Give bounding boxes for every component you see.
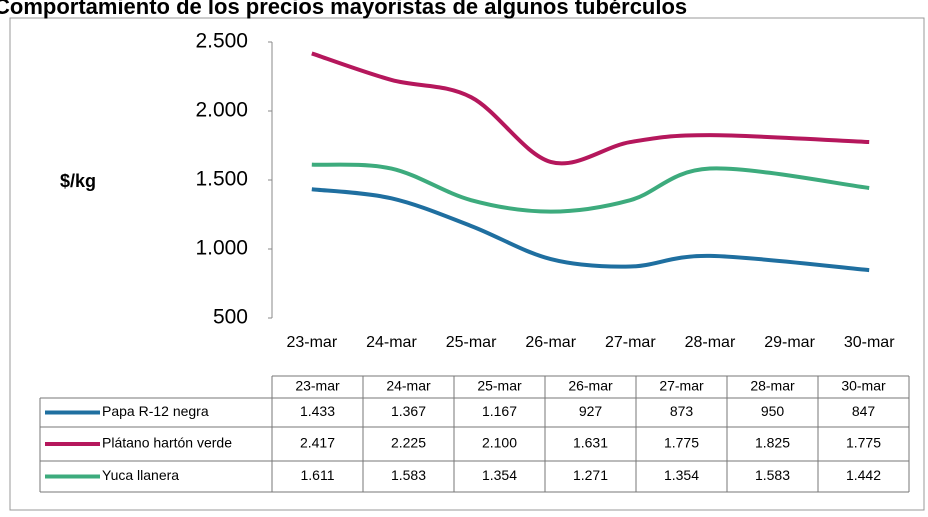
x-tick-label: 27-mar xyxy=(605,334,656,351)
table-value: 1.611 xyxy=(301,467,335,483)
x-tick-label: 28-mar xyxy=(685,334,736,351)
table-value: 2.100 xyxy=(482,435,517,451)
table-value: 1.775 xyxy=(664,435,699,451)
table-value: 2.225 xyxy=(391,435,426,451)
table-value: 950 xyxy=(761,403,785,419)
series-line xyxy=(311,162,870,214)
table-value: 1.354 xyxy=(482,467,517,483)
table-value: 1.367 xyxy=(391,403,426,419)
table-value: 1.631 xyxy=(573,435,608,451)
legend-label: Yuca llanera xyxy=(102,467,179,483)
chart-frame xyxy=(9,17,925,511)
table-header: 28-mar xyxy=(750,378,795,394)
table-header: 26-mar xyxy=(568,378,613,394)
table-header: 25-mar xyxy=(477,378,522,394)
legend-label: Plátano hartón verde xyxy=(102,435,232,451)
table-value: 1.775 xyxy=(846,435,881,451)
table-value: 847 xyxy=(852,403,876,419)
y-tick-label: 2.000 xyxy=(195,99,248,122)
series-line xyxy=(311,51,870,166)
y-tick-label: 1.500 xyxy=(195,168,248,191)
series-line xyxy=(311,187,870,273)
table-header: 24-mar xyxy=(386,378,431,394)
y-tick-label: 2.500 xyxy=(195,30,248,53)
x-tick-label: 26-mar xyxy=(525,334,576,351)
x-tick-label: 24-mar xyxy=(366,334,417,351)
table-value: 927 xyxy=(579,403,603,419)
table-value: 1.442 xyxy=(846,467,881,483)
x-tick-label: 29-mar xyxy=(764,334,815,351)
x-tick-label: 25-mar xyxy=(446,334,497,351)
table-value: 873 xyxy=(670,403,694,419)
chart-title: Comportamiento de los precios mayoristas… xyxy=(0,0,687,19)
legend-label: Papa R-12 negra xyxy=(102,403,209,419)
table-value: 1.583 xyxy=(755,467,790,483)
table-value: 1.167 xyxy=(482,403,517,419)
y-axis-label: $/kg xyxy=(60,171,96,191)
table-header: 30-mar xyxy=(841,378,886,394)
table-value: 1.825 xyxy=(755,435,790,451)
y-tick-label: 1.000 xyxy=(195,237,248,260)
table-header: 23-mar xyxy=(295,378,340,394)
x-tick-label: 23-mar xyxy=(286,334,337,351)
table-value: 1.354 xyxy=(664,467,699,483)
table-value: 1.583 xyxy=(391,467,426,483)
table-value: 1.271 xyxy=(573,467,608,483)
x-tick-label: 30-mar xyxy=(844,334,895,351)
y-tick-label: 500 xyxy=(213,306,248,329)
table-header: 27-mar xyxy=(659,378,704,394)
table-value: 2.417 xyxy=(300,435,335,451)
table-value: 1.433 xyxy=(300,403,335,419)
